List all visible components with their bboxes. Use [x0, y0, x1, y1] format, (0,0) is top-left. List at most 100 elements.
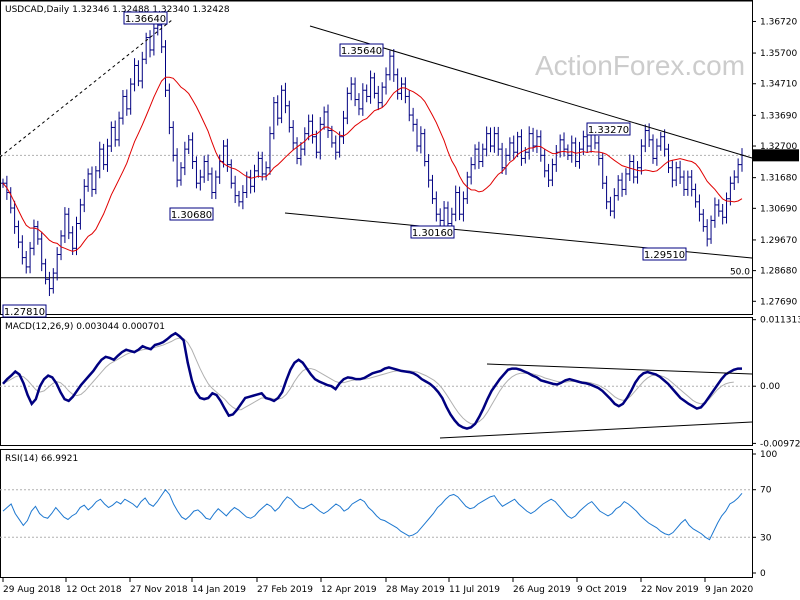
axes-layer: 1.36720 1.35700 1.34710 1.33690 1.32700 1.316… — [2, 17, 800, 595]
price-bar — [287, 100, 292, 133]
price-bar — [685, 170, 690, 196]
price-bar — [74, 216, 79, 256]
price-bar — [291, 120, 296, 151]
price-bar — [569, 135, 574, 163]
price-bar — [430, 174, 435, 204]
price-bar — [39, 231, 44, 272]
macd-layer — [0, 331, 753, 439]
x-tick-label: 27 Nov 2018 — [130, 585, 188, 595]
annotation-label: 1.29510 — [644, 250, 685, 261]
price-bar — [376, 85, 381, 111]
price-bar — [507, 137, 512, 161]
price-bar — [349, 77, 354, 101]
annotation-box — [586, 122, 631, 136]
price-bar — [604, 175, 609, 210]
price-bar — [724, 192, 729, 224]
price-bar — [271, 96, 276, 140]
price-bar — [511, 135, 516, 160]
macd-line — [2, 331, 742, 430]
price-bar — [414, 118, 419, 152]
price-bar — [70, 226, 75, 255]
price-bar — [623, 168, 628, 196]
price-bar — [333, 135, 338, 160]
last-price-label: 1.32428 — [757, 151, 794, 161]
price-bar — [213, 170, 218, 200]
price-bar — [163, 40, 168, 98]
x-tick-label: 28 May 2019 — [386, 585, 445, 595]
price-bar — [407, 90, 412, 122]
price-tick-label: 1.32700 — [760, 142, 797, 152]
price-bar — [28, 241, 33, 274]
moving-average-line — [2, 76, 743, 252]
rsi-tick-label: 0 — [760, 569, 766, 579]
price-bar — [82, 179, 87, 213]
price-bar — [488, 127, 493, 153]
price-bar — [12, 200, 17, 234]
price-bar — [101, 143, 106, 170]
price-bar — [136, 60, 141, 87]
price-bar — [418, 126, 423, 154]
price-annotation: 1.29510 — [642, 247, 687, 261]
price-bar — [306, 114, 311, 141]
rsi-layer — [0, 488, 752, 541]
price-bar — [31, 219, 36, 256]
dashed-trendline — [0, 19, 173, 158]
price-bar — [171, 121, 176, 162]
x-tick-label: 12 Oct 2018 — [66, 585, 122, 595]
price-bar — [620, 172, 625, 197]
price-bar — [422, 128, 427, 167]
price-bar — [550, 158, 555, 187]
price-bar — [480, 143, 485, 168]
macd-tick-label: -0.009729 — [760, 439, 800, 449]
price-bar — [279, 85, 284, 124]
price-tick-label: 1.34710 — [760, 80, 797, 90]
macd-tick-label: 0.00 — [760, 382, 780, 392]
price-bar — [426, 154, 431, 188]
macd-tick-label: 0.011313 — [760, 316, 800, 326]
price-bar — [643, 124, 648, 153]
price-bar — [151, 22, 156, 56]
price-bar — [681, 170, 686, 196]
x-tick-label: 11 Jul 2019 — [449, 585, 500, 595]
price-bar — [577, 141, 582, 169]
price-bar — [198, 169, 203, 191]
price-bar — [206, 154, 211, 181]
price-bar — [457, 186, 462, 221]
price-bar — [310, 114, 315, 144]
price-bar — [693, 183, 698, 208]
price-tick-label: 1.36720 — [760, 17, 797, 27]
price-bar — [453, 185, 458, 222]
annotation-label: 1.30680 — [171, 210, 212, 221]
price-bar — [728, 176, 733, 206]
price-bar — [16, 220, 21, 249]
price-bar — [384, 67, 389, 95]
price-bar — [240, 185, 245, 210]
price-bar — [635, 161, 640, 184]
price-bar — [275, 95, 280, 126]
upper-trendline — [309, 25, 753, 159]
price-bar — [461, 191, 466, 222]
price-bar — [140, 51, 145, 89]
price-bar — [209, 167, 214, 199]
chart-header: USDCAD,Daily 1.32346 1.32488 1.32340 1.3… — [5, 5, 230, 15]
price-bar — [66, 207, 71, 240]
price-bar — [20, 235, 25, 265]
price-bar — [260, 151, 265, 181]
price-annotation: 1.30160 — [410, 225, 455, 239]
price-bar — [97, 141, 102, 179]
price-layer: 61.8 50.0 1.36640 1.35640 1.33270 1.30680 1.30… — [0, 0, 753, 318]
x-tick-label: 26 Aug 2019 — [513, 585, 571, 595]
price-bar — [353, 77, 358, 107]
price-bar — [128, 78, 133, 115]
x-tick-label: 22 Nov 2019 — [641, 585, 699, 595]
price-bar — [117, 111, 122, 147]
price-bar — [267, 126, 272, 175]
price-bar — [295, 137, 300, 165]
price-bar — [372, 72, 377, 99]
price-bar — [252, 164, 257, 193]
price-bar — [492, 126, 497, 153]
price-bar — [445, 201, 450, 230]
price-bar — [120, 89, 125, 125]
